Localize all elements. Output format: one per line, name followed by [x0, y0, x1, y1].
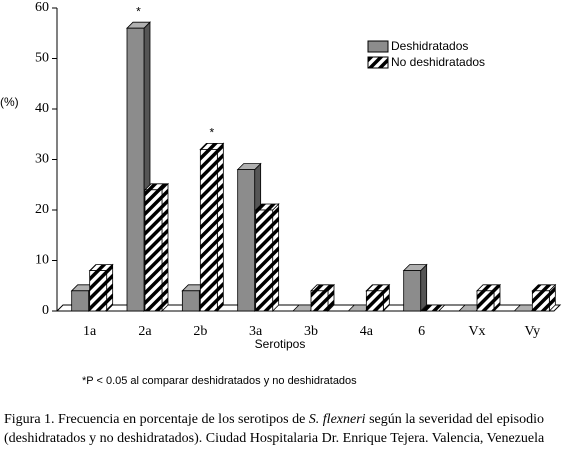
y-tick-label: 30	[35, 152, 49, 167]
footnote: *P < 0.05 al comparar deshidratados y no…	[82, 375, 357, 387]
bar	[199, 148, 218, 312]
annotation: *	[209, 126, 214, 140]
bar-side	[420, 263, 428, 312]
x-tick-label: 1a	[83, 324, 97, 339]
y-tick-label: 0	[42, 303, 49, 318]
y-axis-label: (%)	[0, 95, 19, 109]
x-tick-label: Vy	[525, 324, 541, 339]
caption-line: (deshidratados y no deshidratados). Ciud…	[4, 431, 545, 446]
bar	[403, 270, 422, 312]
caption-italic: S. flexneri	[309, 412, 366, 427]
y-tick-label: 50	[35, 51, 49, 66]
x-tick-label: 3b	[304, 324, 318, 339]
bar	[310, 290, 329, 312]
bar	[365, 290, 384, 312]
annotation: *	[136, 4, 141, 18]
bar	[476, 290, 495, 312]
bar	[255, 209, 274, 312]
y-tick-label: 40	[35, 101, 49, 116]
y-tick-label: 20	[35, 202, 49, 217]
bar-side	[216, 142, 224, 312]
x-tick-label: 4a	[360, 324, 374, 339]
bar	[71, 290, 90, 312]
bar	[181, 290, 200, 312]
bar	[126, 27, 145, 312]
bar-side	[272, 203, 280, 312]
legend-label: No deshidratados	[391, 55, 485, 69]
x-tick-label: 6	[418, 324, 425, 339]
bar	[144, 189, 163, 312]
x-axis-label: Serotipos	[255, 337, 306, 351]
legend-swatch	[367, 56, 389, 69]
x-tick-label: Vx	[468, 324, 485, 339]
bar	[89, 270, 108, 312]
x-tick-label: 3a	[249, 324, 263, 339]
bar	[237, 169, 256, 312]
bar-side	[106, 263, 114, 312]
caption-text: según la severidad del episodio	[366, 412, 544, 427]
y-tick-label: 60	[35, 0, 49, 15]
caption-text: Figura 1. Frecuencia en porcentaje de lo…	[4, 412, 309, 427]
y-tick-label: 10	[35, 253, 49, 268]
legend-label: Deshidratados	[391, 39, 468, 53]
legend-swatch	[367, 40, 389, 53]
bar-top	[420, 304, 446, 312]
caption-line: Figura 1. Frecuencia en porcentaje de lo…	[4, 412, 544, 427]
x-tick-label: 2b	[193, 324, 207, 339]
bar	[531, 290, 550, 312]
x-tick-label: 2a	[138, 324, 152, 339]
bar-side	[161, 182, 169, 312]
